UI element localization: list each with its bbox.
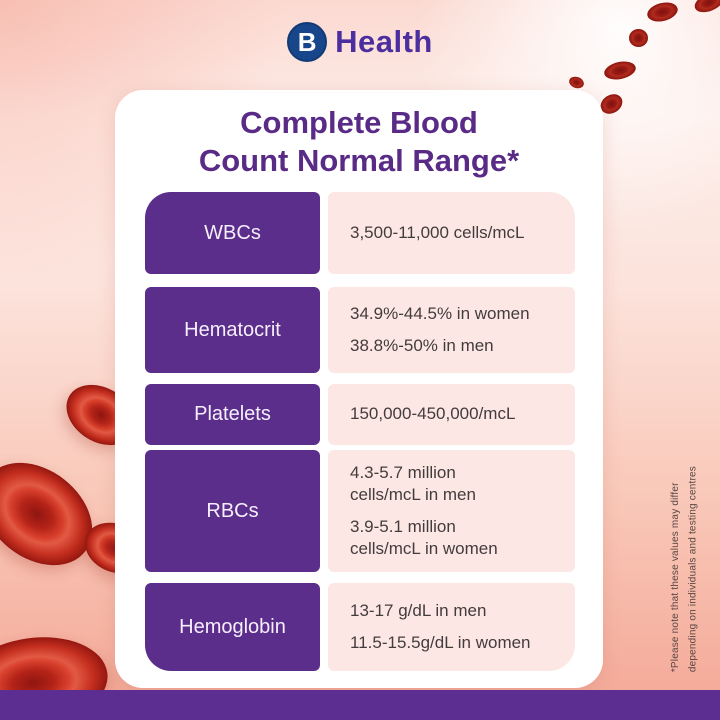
row-value-hematocrit: 34.9%-44.5% in women 38.8%-50% in men [328,287,575,373]
content-card: Complete Blood Count Normal Range* WBCs … [115,90,603,688]
table-row-hemoglobin: Hemoglobin 13-17 g/dL in men 11.5-15.5g/… [115,583,603,671]
row-value-text: 34.9%-44.5% in women [350,304,530,324]
bottom-bar [0,690,720,720]
row-label-rbcs: RBCs [145,450,320,572]
row-value-text: 3.9-5.1 million cells/mcL in women [350,516,498,558]
row-label-text: Hematocrit [184,318,281,341]
table-row-rbcs: RBCs 4.3-5.7 million cells/mcL in men 3.… [115,450,603,572]
brand-name: Health [335,24,433,59]
row-value-wbcs: 3,500-11,000 cells/mcL [328,192,575,274]
blood-cell-icon [629,29,648,47]
row-label-text: Platelets [194,403,271,425]
table-row-platelets: Platelets 150,000-450,000/mcL [115,384,603,445]
table-row-wbcs: WBCs 3,500-11,000 cells/mcL [115,192,603,274]
row-label-text: RBCs [206,499,259,522]
row-value-text: 3,500-11,000 cells/mcL [350,222,525,242]
row-value-platelets: 150,000-450,000/mcL [328,384,575,445]
row-value-rbcs: 4.3-5.7 million cells/mcL in men 3.9-5.1… [328,450,575,572]
brand-logo: B Health [0,22,720,62]
row-label-wbcs: WBCs [145,192,320,274]
row-label-platelets: Platelets [145,384,320,445]
row-value-text: 150,000-450,000/mcL [350,404,516,424]
row-label-text: WBCs [204,221,261,244]
row-label-hemoglobin: Hemoglobin [145,583,320,671]
blood-cell-icon [567,74,586,91]
row-value-text: 11.5-15.5g/dL in women [350,632,531,652]
row-label-text: Hemoglobin [179,615,286,638]
row-label-hematocrit: Hematocrit [145,287,320,373]
page-title: Complete Blood Count Normal Range* [198,105,520,178]
table-row-hematocrit: Hematocrit 34.9%-44.5% in women 38.8%-50… [115,287,603,373]
blood-cell-icon [645,0,680,25]
blood-cell-icon [691,0,720,17]
row-value-text: 13-17 g/dL in men [350,601,487,621]
blood-cell-icon [602,58,638,83]
row-value-text: 4.3-5.7 million cells/mcL in men [350,463,476,505]
row-value-hemoglobin: 13-17 g/dL in men 11.5-15.5g/dL in women [328,583,575,671]
disclaimer-note: *Please note that these values may diffe… [670,465,699,672]
row-value-text: 38.8%-50% in men [350,335,494,355]
brand-logo-icon: B [287,22,328,62]
